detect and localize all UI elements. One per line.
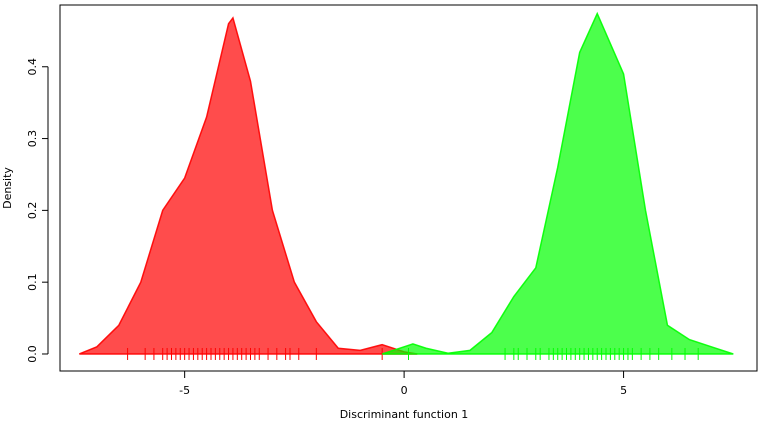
x-tick-label: 0	[401, 384, 408, 397]
x-tick-label: 5	[620, 384, 627, 397]
density-area	[79, 16, 418, 355]
density-area	[381, 11, 734, 355]
y-tick-label: 0.2	[26, 202, 39, 220]
y-tick-label: 0.4	[26, 58, 39, 76]
x-axis-label: Discriminant function 1	[340, 408, 469, 421]
y-tick-label: 0.1	[26, 273, 39, 291]
y-tick-label: 0.3	[26, 130, 39, 148]
x-tick-label: -5	[179, 384, 190, 397]
y-tick-label: 0.0	[26, 345, 39, 363]
y-axis-label: Density	[1, 167, 14, 209]
